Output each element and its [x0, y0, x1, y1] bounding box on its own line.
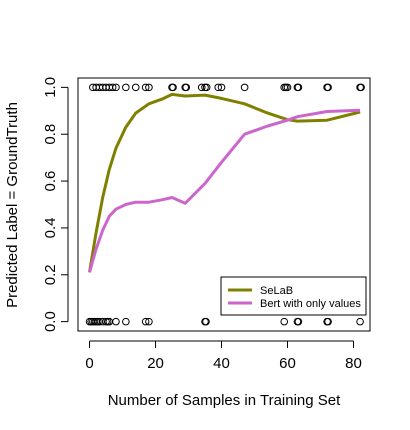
- series-line-selab: [88, 92, 361, 273]
- y-tick-label: 1.0: [42, 77, 59, 98]
- x-tick-label: 0: [85, 355, 93, 372]
- data-point: [145, 83, 153, 92]
- data-point: [112, 317, 120, 326]
- data-point: [324, 317, 332, 326]
- data-point: [141, 317, 150, 326]
- plot-frame: [77, 77, 371, 332]
- data-point: [283, 83, 292, 92]
- data-point: [294, 83, 303, 92]
- legend-box: [220, 276, 367, 316]
- x-tick-label: 60: [279, 355, 296, 372]
- x-tick-label: 40: [213, 355, 230, 372]
- legend-label-bert: Bert with only values: [260, 298, 361, 310]
- y-axis-label: Predicted Label = GroundTruth: [4, 102, 21, 308]
- data-point: [202, 83, 211, 92]
- data-point: [294, 317, 303, 326]
- series-lines: [88, 92, 361, 273]
- data-point: [131, 83, 140, 92]
- data-point: [145, 317, 153, 326]
- data-point: [202, 317, 210, 326]
- data-point: [280, 317, 289, 326]
- legend: SeLaB Bert with only values: [220, 276, 367, 316]
- axis-ticks: 0 20 40 60 80 0.0 0.2 0.4 0.6 0.8 1.0: [42, 77, 362, 372]
- data-point: [214, 83, 223, 92]
- y-tick-label: 0.0: [42, 311, 59, 332]
- data-point: [240, 83, 249, 92]
- series-line-bert-with-only-values: [88, 108, 361, 273]
- data-point: [141, 83, 150, 92]
- data-point: [197, 83, 206, 92]
- x-tick-label: 80: [345, 355, 362, 372]
- data-point: [169, 83, 177, 92]
- data-point: [324, 83, 332, 92]
- legend-label-selab: SeLaB: [260, 285, 293, 297]
- data-point: [356, 317, 364, 326]
- data-point: [182, 83, 191, 92]
- y-tick-label: 0.2: [42, 264, 59, 285]
- x-axis-label: Number of Samples in Training Set: [108, 392, 341, 409]
- data-point: [112, 83, 120, 92]
- data-point: [122, 83, 130, 92]
- data-point: [217, 83, 226, 92]
- ground-truth-points: [85, 83, 365, 326]
- y-tick-label: 0.4: [42, 217, 59, 238]
- y-tick-label: 0.6: [42, 171, 59, 192]
- data-point: [122, 317, 130, 326]
- y-tick-label: 0.8: [42, 124, 59, 145]
- data-point: [357, 83, 365, 92]
- x-tick-label: 20: [147, 355, 164, 372]
- data-point: [108, 83, 117, 92]
